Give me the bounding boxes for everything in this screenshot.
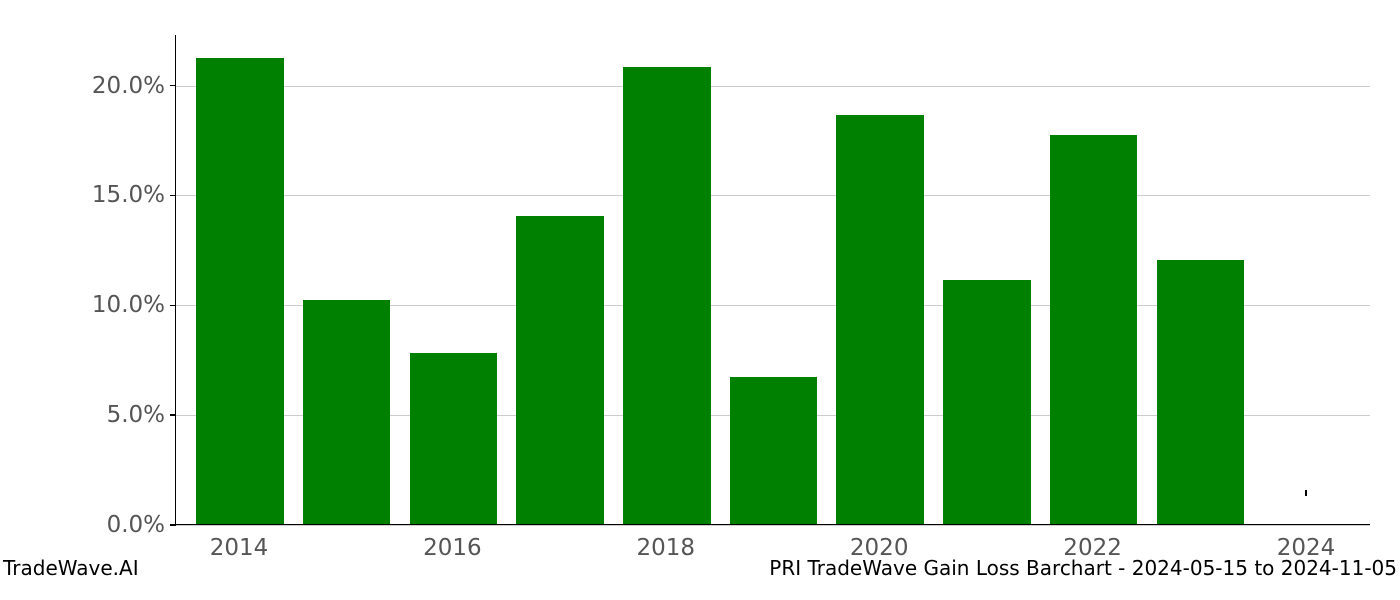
y-tick-label: 10.0% — [92, 292, 165, 318]
y-tick-label: 15.0% — [92, 182, 165, 208]
y-tick-label: 0.0% — [107, 512, 165, 538]
y-gridline — [176, 86, 1370, 87]
bar — [730, 377, 817, 524]
x-tick-label: 2016 — [423, 535, 482, 561]
footer-left-text: TradeWave.AI — [3, 556, 139, 580]
x-tick-label: 2018 — [637, 535, 696, 561]
x-tick-label: 2024 — [1277, 535, 1336, 561]
x-tick-mark — [1305, 490, 1307, 496]
x-tick-label: 2020 — [850, 535, 909, 561]
chart-container — [175, 35, 1370, 525]
y-gridline — [176, 195, 1370, 196]
bar — [836, 115, 923, 524]
bar — [303, 300, 390, 524]
bar — [943, 280, 1030, 524]
x-tick-label: 2022 — [1063, 535, 1122, 561]
y-tick-label: 5.0% — [107, 402, 165, 428]
bar — [1157, 260, 1244, 524]
y-tick-label: 20.0% — [92, 73, 165, 99]
bar — [1050, 135, 1137, 524]
bar — [623, 67, 710, 524]
x-tick-label: 2014 — [210, 535, 269, 561]
bar — [410, 353, 497, 524]
bar — [516, 216, 603, 524]
y-gridline — [176, 525, 1370, 526]
plot-area — [175, 35, 1370, 525]
bar — [196, 58, 283, 524]
